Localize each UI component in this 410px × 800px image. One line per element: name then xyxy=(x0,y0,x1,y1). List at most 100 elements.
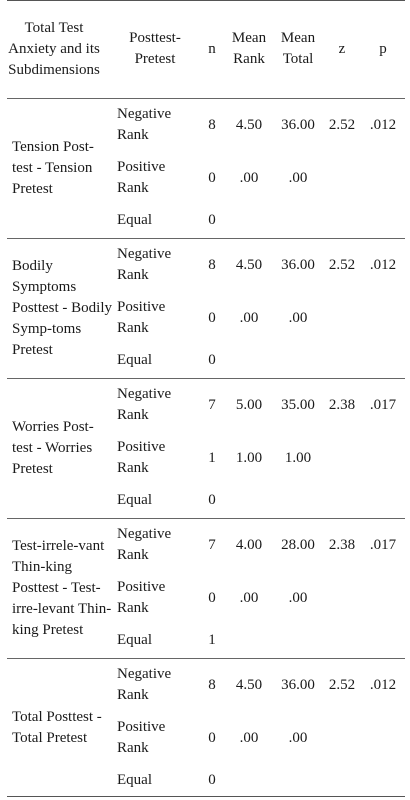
group-rule xyxy=(7,658,405,659)
p-value: .012 xyxy=(369,256,397,273)
table-row-equal: Equal 1 xyxy=(0,626,410,654)
group-label: Tension Post-test - Tension Pretest xyxy=(12,138,94,197)
mean-rank-value: .00 xyxy=(239,729,259,746)
table-top-rule xyxy=(7,0,405,1)
mean-total-value: 1.00 xyxy=(284,449,312,466)
n-value: 7 xyxy=(208,396,216,413)
z-value: 2.38 xyxy=(328,536,356,553)
mean-rank-value: 4.50 xyxy=(235,676,263,693)
table-group-total: Total Posttest - Total Pretest Negative … xyxy=(0,658,410,798)
table-row-positive-rank: Positive Rank 0 .00 .00 xyxy=(0,575,410,621)
table-row-positive-rank: Positive Rank 0 .00 .00 xyxy=(0,715,410,761)
p-value: .017 xyxy=(369,536,397,553)
rank-type: Positive Rank xyxy=(117,719,166,756)
rank-type: Negative Rank xyxy=(117,246,172,283)
rank-type: Positive Rank xyxy=(117,439,166,476)
mean-total-value: 36.00 xyxy=(281,256,315,273)
p-value: .017 xyxy=(369,396,397,413)
mean-total-value: .00 xyxy=(288,589,308,606)
n-value: 0 xyxy=(208,169,216,186)
group-label: Worries Post-test - Worries Pretest xyxy=(12,418,94,477)
rank-type: Equal xyxy=(117,211,152,228)
mean-rank-value: 1.00 xyxy=(235,449,263,466)
table-bottom-rule xyxy=(7,796,405,797)
table-row-equal: Equal 0 xyxy=(0,486,410,514)
mean-rank-value: 4.50 xyxy=(235,116,263,133)
n-value: 0 xyxy=(208,729,216,746)
table-group-worries: Worries Post-test - Worries Pretest Nega… xyxy=(0,378,410,518)
group-label: Total Posttest - Total Pretest xyxy=(12,709,102,746)
mean-rank-value: .00 xyxy=(239,589,259,606)
rank-type: Equal xyxy=(117,491,152,508)
mean-rank-value: .00 xyxy=(239,309,259,326)
table-row-negative-rank: Negative Rank 8 4.50 36.00 2.52 .012 xyxy=(0,102,410,148)
group-label: Test-irrele-vant Thin-king Posttest - Te… xyxy=(12,537,112,638)
n-value: 0 xyxy=(208,309,216,326)
mean-total-value: 28.00 xyxy=(281,536,315,553)
table-row-negative-rank: Negative Rank 7 4.00 28.00 2.38 .017 xyxy=(0,522,410,568)
mean-total-value: 36.00 xyxy=(281,116,315,133)
mean-total-value: .00 xyxy=(288,309,308,326)
table-group-tension: Tension Post-test - Tension Pretest Nega… xyxy=(0,98,410,238)
n-value: 8 xyxy=(208,256,216,273)
z-value: 2.38 xyxy=(328,396,356,413)
rank-type: Positive Rank xyxy=(117,299,166,336)
rank-type: Equal xyxy=(117,631,152,648)
group-rule xyxy=(7,238,405,239)
header-comparison: Posttest-Pretest xyxy=(129,30,181,67)
mean-rank-value: 4.00 xyxy=(235,536,263,553)
table-row-positive-rank: Positive Rank 1 1.00 1.00 xyxy=(0,435,410,481)
header-p: p xyxy=(379,40,387,57)
header-mean-rank: Mean Rank xyxy=(231,30,267,67)
mean-rank-value: .00 xyxy=(239,169,259,186)
mean-rank-value: 5.00 xyxy=(235,396,263,413)
mean-total-value: .00 xyxy=(288,169,308,186)
table-row-positive-rank: Positive Rank 0 .00 .00 xyxy=(0,155,410,201)
header-dimension: Total Test Anxiety and its Subdimensions xyxy=(8,19,100,78)
mean-rank-value: 4.50 xyxy=(235,256,263,273)
table-row-negative-rank: Negative Rank 8 4.50 36.00 2.52 .012 xyxy=(0,242,410,288)
n-value: 1 xyxy=(208,449,216,466)
p-value: .012 xyxy=(369,676,397,693)
header-n: n xyxy=(208,40,216,57)
rank-type: Negative Rank xyxy=(117,386,172,423)
n-value: 0 xyxy=(208,771,216,788)
table-header: Total Test Anxiety and its Subdimensions… xyxy=(0,0,410,98)
rank-type: Equal xyxy=(117,351,152,368)
table-row-negative-rank: Negative Rank 8 4.50 36.00 2.52 .012 xyxy=(0,662,410,708)
n-value: 0 xyxy=(208,351,216,368)
table-row-equal: Equal 0 xyxy=(0,346,410,374)
header-rule xyxy=(7,98,405,99)
table-row-equal: Equal 0 xyxy=(0,206,410,234)
group-rule xyxy=(7,378,405,379)
rank-type: Positive Rank xyxy=(117,159,166,196)
z-value: 2.52 xyxy=(328,676,356,693)
table-row-equal: Equal 0 xyxy=(0,766,410,794)
mean-total-value: 35.00 xyxy=(281,396,315,413)
n-value: 0 xyxy=(208,491,216,508)
table-row-negative-rank: Negative Rank 7 5.00 35.00 2.38 .017 xyxy=(0,382,410,428)
p-value: .012 xyxy=(369,116,397,133)
header-z: z xyxy=(338,40,346,57)
n-value: 7 xyxy=(208,536,216,553)
n-value: 8 xyxy=(208,676,216,693)
n-value: 1 xyxy=(208,631,216,648)
rank-type: Equal xyxy=(117,771,152,788)
table-group-test-irrelevant-thinking: Test-irrele-vant Thin-king Posttest - Te… xyxy=(0,518,410,658)
n-value: 0 xyxy=(208,589,216,606)
mean-total-value: 36.00 xyxy=(281,676,315,693)
group-label: Bodily Symptoms Posttest - Bodily Symp-t… xyxy=(12,257,113,358)
z-value: 2.52 xyxy=(328,256,356,273)
n-value: 0 xyxy=(208,211,216,228)
rank-type: Negative Rank xyxy=(117,666,172,703)
table-group-bodily-symptoms: Bodily Symptoms Posttest - Bodily Symp-t… xyxy=(0,238,410,378)
n-value: 8 xyxy=(208,116,216,133)
rank-type: Negative Rank xyxy=(117,526,172,563)
table-row-positive-rank: Positive Rank 0 .00 .00 xyxy=(0,295,410,341)
header-mean-total: Mean Total xyxy=(280,30,316,67)
group-rule xyxy=(7,518,405,519)
mean-total-value: .00 xyxy=(288,729,308,746)
z-value: 2.52 xyxy=(328,116,356,133)
rank-type: Negative Rank xyxy=(117,106,172,143)
